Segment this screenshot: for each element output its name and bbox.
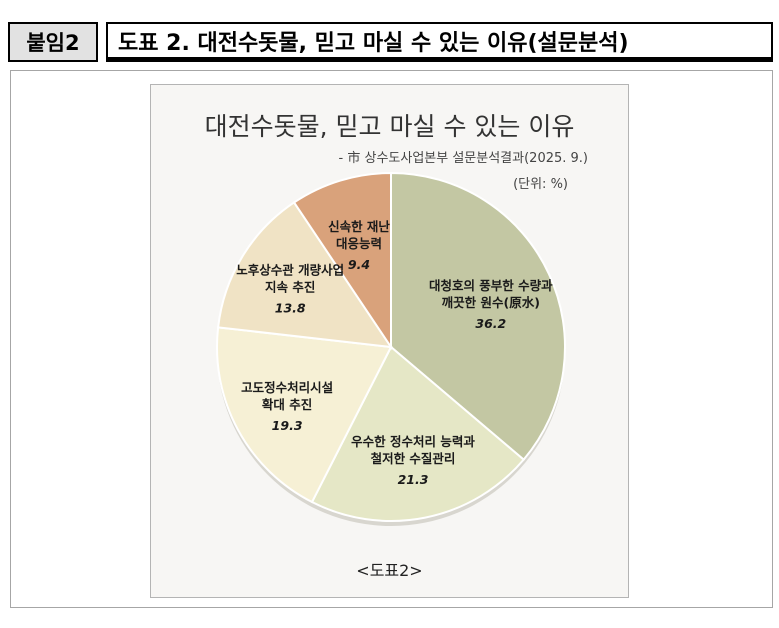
pie-slice-4 xyxy=(217,201,394,349)
slice-value-4: 13.8 xyxy=(275,301,306,316)
slice-label-3: 고도정수처리시설 확대 추진 xyxy=(241,380,333,412)
pie-slice-5 xyxy=(292,171,392,351)
slice-label-2: 우수한 정수처리 능력과 철저한 수질관리 xyxy=(351,434,475,466)
pie-chart: 대청호의 풍부한 수량과 깨끗한 원수(原水) 36.2 우수한 정수처리 능력과 철저… xyxy=(216,171,566,526)
pie-slice-3 xyxy=(216,326,393,504)
slice-value-1: 36.2 xyxy=(475,316,506,331)
page-title: 도표 2. 대전수돗물, 믿고 마실 수 있는 이유(설문분석) xyxy=(106,22,773,62)
slice-label-1: 대청호의 풍부한 수량과 깨끗한 원수(原水) xyxy=(429,278,553,310)
slice-value-3: 19.3 xyxy=(272,418,303,433)
slice-value-5: 9.4 xyxy=(348,257,370,272)
chart-source: - 市 상수도사업본부 설문분석결과(2025. 9.) xyxy=(338,151,588,166)
chart-panel: 대전수돗물, 믿고 마실 수 있는 이유 - 市 상수도사업본부 설문분석결과(… xyxy=(150,84,629,598)
chart-caption: <도표2> xyxy=(356,561,423,580)
chart-title: 대전수돗물, 믿고 마실 수 있는 이유 xyxy=(204,112,575,141)
attachment-badge: 붙임2 xyxy=(8,22,98,62)
chart-unit: (단위: %) xyxy=(513,177,568,192)
slice-label-5: 신속한 재난 대응능력 xyxy=(328,219,390,251)
header: 붙임2 도표 2. 대전수돗물, 믿고 마실 수 있는 이유(설문분석) xyxy=(0,0,779,70)
pie-slice-1 xyxy=(390,171,566,462)
pie-slice-2 xyxy=(310,345,526,522)
slice-value-2: 21.3 xyxy=(398,472,429,487)
slice-label-4: 노후상수관 개량사업 지속 추진 xyxy=(236,263,344,295)
